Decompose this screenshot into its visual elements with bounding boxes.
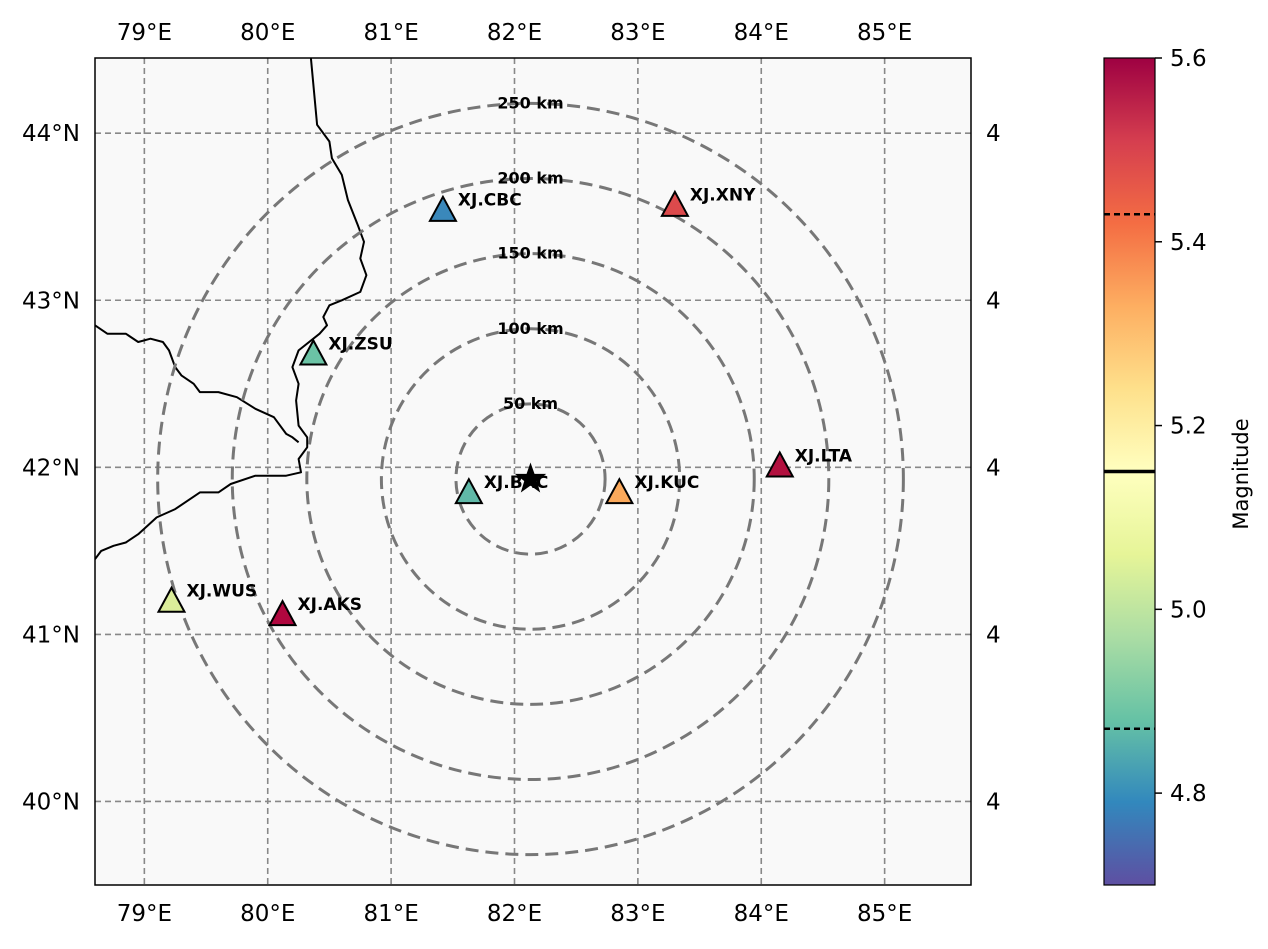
stations — [156, 189, 795, 627]
colorbar: 4.8 5.0 5.2 5.4 5.6 Magnitude — [1103, 46, 1253, 886]
ring-label: 200 km — [497, 169, 563, 188]
lon-tick-label-bottom: 84°E — [734, 901, 789, 927]
lat-tick-label-right: 42°N — [986, 455, 1000, 481]
station-marker — [454, 477, 484, 505]
station-marker — [156, 585, 187, 613]
station-label: XJ.LTA — [795, 446, 853, 466]
distance-ring — [230, 177, 831, 782]
lat-tick-label-left: 42°N — [22, 455, 80, 481]
ring-label: 250 km — [497, 93, 563, 112]
lon-tick-label-bottom: 83°E — [610, 901, 665, 927]
epicenter-star — [514, 462, 547, 493]
distance-ring — [379, 327, 682, 631]
lat-tick-label-left: 44°N — [22, 121, 80, 147]
country-border — [95, 58, 368, 560]
lon-tick-label-top: 84°E — [734, 20, 789, 46]
colorbar-tick-label: 5.0 — [1170, 597, 1207, 623]
station-marker — [267, 599, 298, 627]
epicenter — [514, 462, 547, 493]
lon-tick-label-bottom: 82°E — [487, 901, 542, 927]
lon-tick-label-bottom: 81°E — [363, 901, 418, 927]
colorbar-tick-label: 5.4 — [1170, 230, 1207, 256]
lat-tick-label-right: 40°N — [986, 789, 1000, 815]
map-frame — [94, 57, 972, 886]
station-marker — [765, 450, 795, 478]
station-marker — [298, 338, 329, 366]
axis-tick-labels: 79°E 79°E 80°E 80°E 81°E 81°E 82°E 82°E 83°E 83°E… — [22, 20, 1000, 927]
lat-tick-label-right: 44°N — [986, 121, 1000, 147]
lon-tick-label-top: 83°E — [610, 20, 665, 46]
colorbar-tick-label: 4.8 — [1170, 781, 1207, 807]
station-label: XJ.ZSU — [328, 334, 392, 354]
lon-tick-label-bottom: 80°E — [240, 901, 295, 927]
lat-tick-label-right: 41°N — [986, 622, 1000, 648]
lon-tick-label-bottom: 85°E — [857, 901, 912, 927]
lon-tick-label-top: 85°E — [857, 20, 912, 46]
distance-rings — [156, 101, 905, 857]
colorbar-ticks: 4.8 5.0 5.2 5.4 5.6 — [1155, 46, 1207, 807]
distance-ring — [156, 101, 905, 857]
lat-tick-label-right: 43°N — [986, 288, 1000, 314]
border-line — [95, 58, 368, 560]
station-marker — [428, 194, 458, 222]
station-label: XJ.AKS — [298, 595, 362, 615]
border-line — [95, 324, 300, 444]
station-label: XJ.CBC — [458, 191, 522, 211]
lat-tick-label-left: 40°N — [22, 789, 80, 815]
lat-tick-label-left: 43°N — [22, 288, 80, 314]
station-label: XJ.WUS — [186, 582, 257, 602]
lon-tick-label-top: 82°E — [487, 20, 542, 46]
ring-label: 150 km — [497, 244, 563, 263]
lat-tick-label-left: 41°N — [22, 622, 80, 648]
gridlines — [95, 58, 971, 885]
station-marker — [604, 477, 635, 505]
ring-label: 50 km — [503, 394, 558, 413]
station-label: XJ.XNY — [690, 186, 756, 206]
lon-tick-label-top: 80°E — [240, 20, 295, 46]
station-label: XJ.KUC — [634, 473, 699, 493]
distance-ring — [305, 252, 756, 706]
ring-labels: 50 km 100 km 150 km 200 km 250 km — [497, 93, 563, 412]
colorbar-tick-label: 5.2 — [1170, 414, 1207, 440]
colorbar-reference-lines — [1104, 212, 1155, 731]
lon-tick-label-top: 81°E — [363, 20, 418, 46]
lon-tick-label-bottom: 79°E — [117, 901, 172, 927]
station-marker — [660, 189, 690, 217]
colorbar-label: Magnitude — [1229, 418, 1253, 529]
distance-ring — [454, 402, 607, 556]
station-map: 50 km 100 km 150 km 200 km 250 km XJ.CBC XJ.X… — [22, 20, 1000, 927]
colorbar-tick-label: 5.6 — [1170, 46, 1207, 72]
ring-label: 100 km — [497, 319, 563, 338]
lon-tick-label-top: 79°E — [117, 20, 172, 46]
